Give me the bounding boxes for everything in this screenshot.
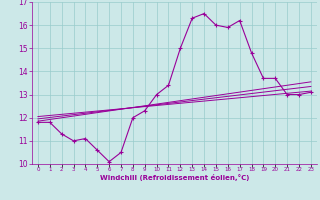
X-axis label: Windchill (Refroidissement éolien,°C): Windchill (Refroidissement éolien,°C) xyxy=(100,174,249,181)
